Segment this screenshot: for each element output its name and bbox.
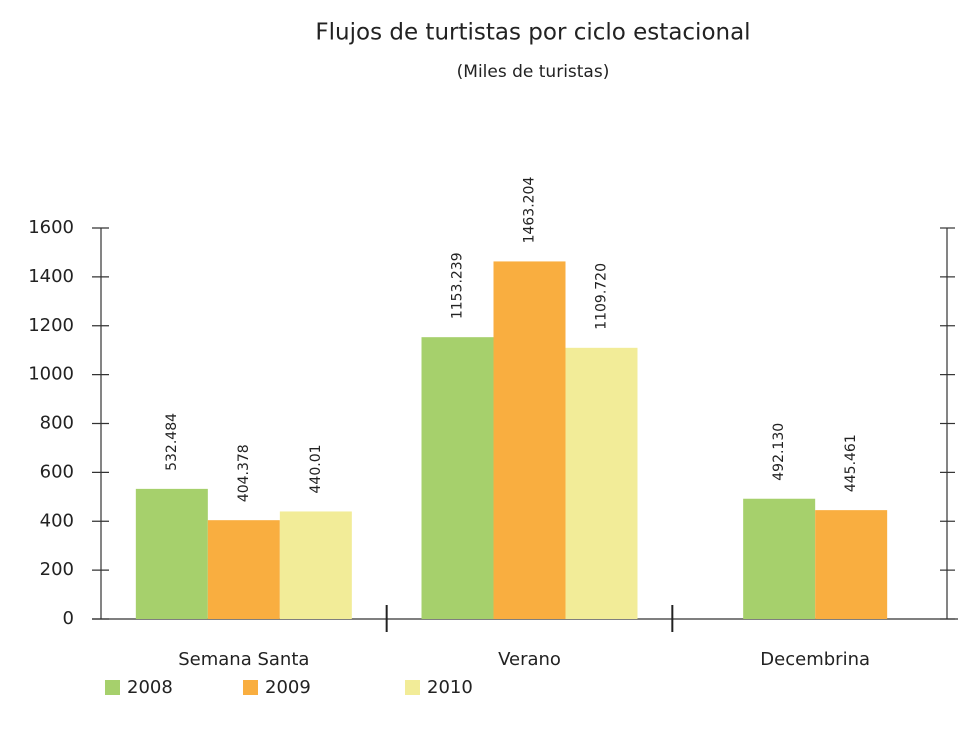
value-label: 492.130 [771, 423, 787, 481]
y-tick-label: 400 [40, 510, 74, 531]
value-label: 404.378 [236, 444, 252, 502]
chart-subtitle: (Miles de turistas) [457, 62, 610, 82]
y-tick-label: 800 [40, 413, 74, 434]
bar [493, 261, 566, 619]
legend-label: 2009 [265, 677, 311, 698]
bar [135, 488, 208, 619]
y-tick-label: 600 [40, 461, 74, 482]
legend-swatch [243, 680, 258, 695]
x-tick-label: Decembrina [760, 649, 870, 670]
y-tick-label: 200 [40, 559, 74, 580]
legend-label: 2008 [127, 677, 173, 698]
value-label: 1463.204 [522, 177, 538, 244]
y-tick-label: 1600 [28, 217, 74, 238]
bar [207, 520, 280, 619]
legend-label: 2010 [427, 677, 473, 698]
x-tick-label: Verano [498, 649, 561, 670]
x-tick-label: Semana Santa [178, 649, 309, 670]
bar [421, 337, 494, 619]
bar [279, 511, 352, 619]
bar [815, 510, 888, 619]
y-tick-label: 0 [63, 608, 74, 629]
value-label: 1109.720 [594, 263, 610, 330]
y-tick-label: 1200 [28, 315, 74, 336]
value-label: 440.01 [308, 444, 324, 493]
value-label: 445.461 [843, 434, 859, 492]
value-label: 532.484 [164, 413, 180, 471]
bar [565, 347, 638, 619]
value-label: 1153.239 [450, 252, 466, 319]
y-tick-label: 1400 [28, 266, 74, 287]
legend-swatch [105, 680, 120, 695]
legend-swatch [405, 680, 420, 695]
y-tick-label: 1000 [28, 364, 74, 385]
bar [743, 498, 816, 619]
chart-title: Flujos de turtistas por ciclo estacional [315, 20, 750, 46]
